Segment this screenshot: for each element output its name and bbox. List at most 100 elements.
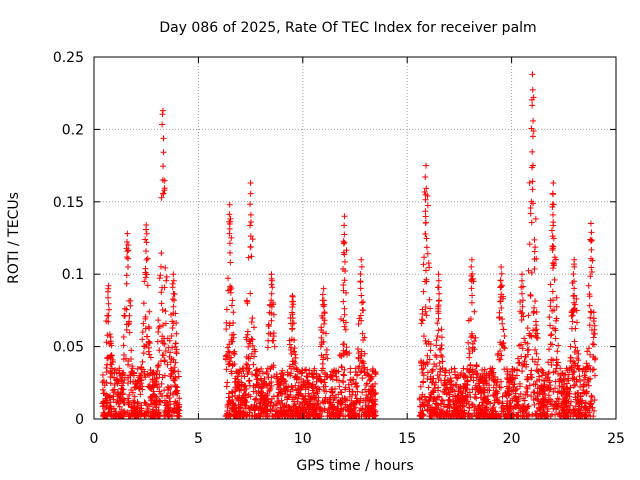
data-point bbox=[477, 372, 484, 379]
data-point bbox=[538, 366, 545, 373]
data-point bbox=[438, 377, 445, 384]
data-point bbox=[519, 404, 526, 411]
data-point bbox=[369, 402, 376, 409]
data-point bbox=[302, 386, 309, 393]
data-point bbox=[574, 319, 581, 326]
data-point bbox=[354, 346, 361, 353]
data-point bbox=[153, 407, 160, 414]
data-point bbox=[577, 377, 584, 384]
data-point bbox=[336, 383, 343, 390]
data-point bbox=[500, 406, 507, 413]
data-point bbox=[534, 335, 541, 342]
data-point bbox=[561, 381, 568, 388]
data-point bbox=[591, 407, 598, 414]
data-point bbox=[244, 331, 251, 338]
data-point bbox=[162, 264, 169, 271]
data-point bbox=[340, 379, 347, 386]
data-point bbox=[142, 410, 149, 417]
data-point bbox=[364, 371, 371, 378]
data-point bbox=[437, 368, 444, 375]
data-point bbox=[543, 375, 550, 382]
data-point bbox=[551, 260, 558, 267]
data-point bbox=[229, 393, 236, 400]
data-point bbox=[139, 358, 146, 365]
data-point bbox=[446, 397, 453, 404]
data-point bbox=[305, 390, 312, 397]
data-point bbox=[353, 383, 360, 390]
data-point bbox=[105, 318, 112, 325]
data-point bbox=[142, 274, 149, 281]
plot-frame bbox=[93, 56, 617, 420]
data-point bbox=[526, 179, 533, 186]
data-point bbox=[422, 267, 429, 274]
data-point bbox=[141, 411, 148, 418]
data-point bbox=[554, 395, 561, 402]
data-point bbox=[366, 388, 373, 395]
data-point bbox=[554, 348, 561, 355]
data-point bbox=[125, 321, 132, 328]
data-point bbox=[443, 367, 450, 374]
data-point bbox=[270, 337, 277, 344]
data-point bbox=[417, 403, 424, 410]
data-point bbox=[501, 413, 508, 420]
data-point bbox=[416, 413, 423, 420]
data-point bbox=[518, 284, 525, 291]
data-point bbox=[236, 366, 243, 373]
data-point bbox=[430, 389, 437, 396]
data-point bbox=[549, 265, 556, 272]
data-point bbox=[126, 329, 133, 336]
data-point bbox=[436, 393, 443, 400]
data-point bbox=[300, 378, 307, 385]
data-point bbox=[112, 366, 119, 373]
data-point bbox=[451, 401, 458, 408]
data-point bbox=[563, 403, 570, 410]
y-tick-label: 0.2 bbox=[62, 122, 84, 138]
data-point bbox=[324, 409, 331, 416]
data-point bbox=[301, 382, 308, 389]
data-point bbox=[249, 236, 256, 243]
data-point bbox=[253, 382, 260, 389]
data-point bbox=[172, 359, 179, 366]
data-point bbox=[272, 402, 279, 409]
data-point bbox=[125, 399, 132, 406]
data-point bbox=[155, 317, 162, 324]
data-point bbox=[158, 289, 165, 296]
data-point bbox=[549, 190, 556, 197]
data-point bbox=[131, 407, 138, 414]
data-point bbox=[328, 410, 335, 417]
data-point bbox=[158, 300, 165, 307]
data-point bbox=[170, 391, 177, 398]
data-point bbox=[552, 335, 559, 342]
data-point bbox=[436, 297, 443, 304]
data-point bbox=[357, 278, 364, 285]
data-point bbox=[143, 401, 150, 408]
data-point bbox=[354, 397, 361, 404]
data-point bbox=[247, 243, 254, 250]
data-point bbox=[439, 358, 446, 365]
x-axis: 0 5 10 15 20 25 bbox=[90, 57, 625, 447]
data-point bbox=[480, 370, 487, 377]
data-point bbox=[252, 371, 259, 378]
data-point bbox=[548, 331, 555, 338]
data-point bbox=[470, 377, 477, 384]
data-point bbox=[422, 219, 429, 226]
data-point bbox=[340, 281, 347, 288]
data-point bbox=[500, 408, 507, 415]
data-point bbox=[423, 312, 430, 319]
data-point bbox=[439, 397, 446, 404]
data-point bbox=[111, 381, 118, 388]
data-point bbox=[419, 317, 426, 324]
data-point bbox=[587, 375, 594, 382]
data-point bbox=[105, 306, 112, 313]
data-point bbox=[297, 407, 304, 414]
data-point bbox=[473, 395, 480, 402]
data-point bbox=[319, 408, 326, 415]
data-point bbox=[167, 349, 174, 356]
data-point bbox=[588, 309, 595, 316]
data-point bbox=[274, 398, 281, 405]
data-point bbox=[435, 315, 442, 322]
data-point bbox=[454, 408, 461, 415]
data-point bbox=[348, 397, 355, 404]
data-point bbox=[355, 365, 362, 372]
